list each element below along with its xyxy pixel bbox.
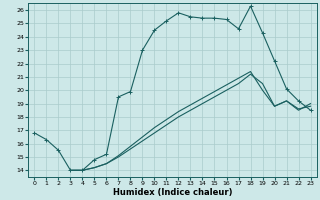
- X-axis label: Humidex (Indice chaleur): Humidex (Indice chaleur): [113, 188, 232, 197]
